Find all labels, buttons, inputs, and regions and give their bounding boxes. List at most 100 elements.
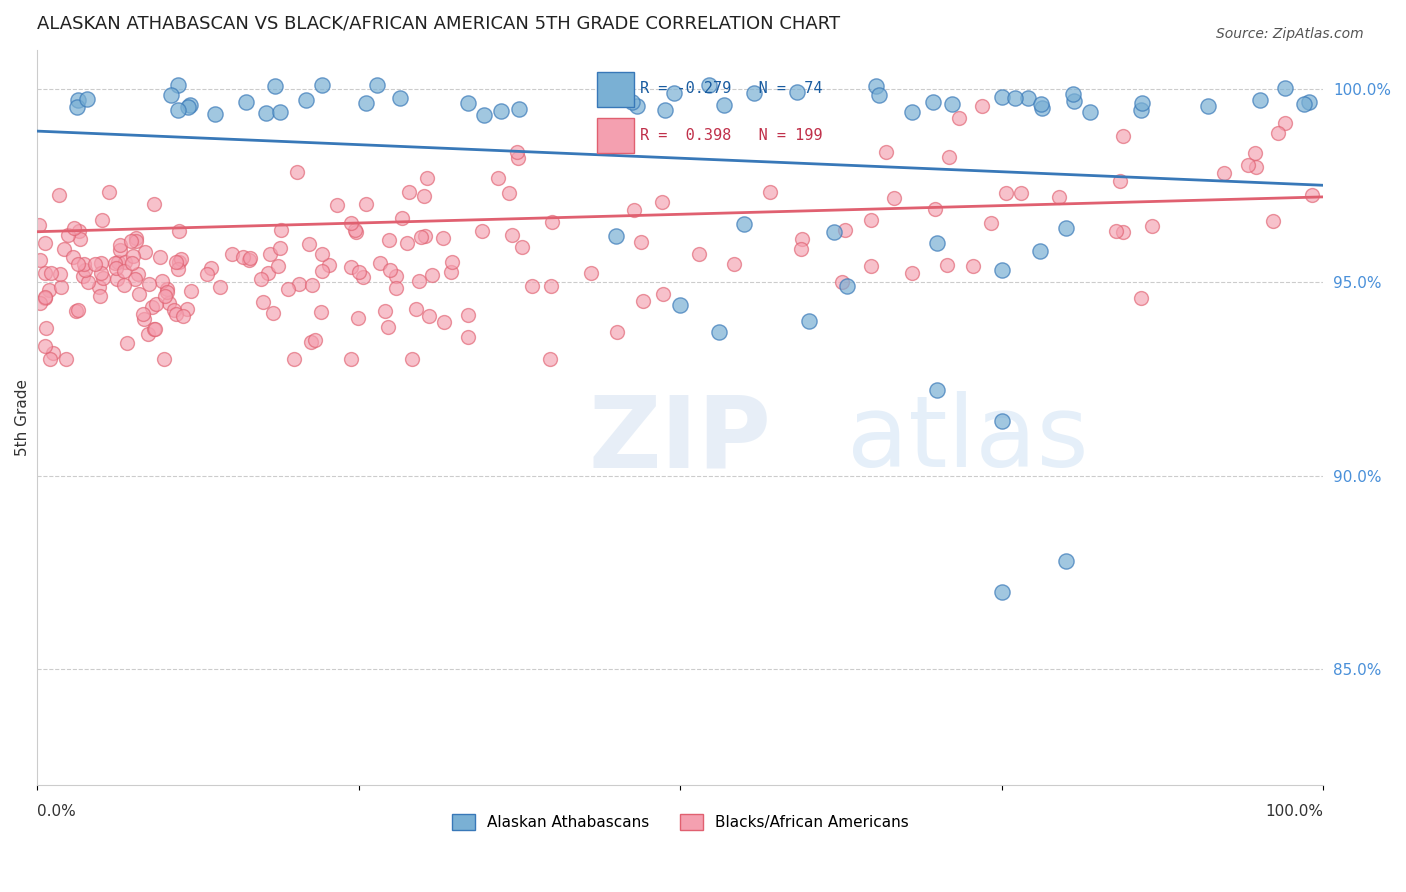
Point xyxy=(606,325,628,339)
Point xyxy=(1274,116,1296,130)
Point xyxy=(723,257,745,271)
Point xyxy=(143,322,166,336)
Point xyxy=(378,263,401,277)
Bar xyxy=(596,119,634,153)
Point xyxy=(167,78,190,92)
Point xyxy=(343,223,366,237)
Point xyxy=(134,312,156,326)
Point xyxy=(440,255,463,269)
Point xyxy=(1063,94,1085,108)
Point xyxy=(252,294,274,309)
Text: R =  0.398   N = 199: R = 0.398 N = 199 xyxy=(640,128,823,143)
Point xyxy=(1111,226,1133,240)
Point xyxy=(472,108,495,122)
Point xyxy=(162,303,184,318)
Point xyxy=(654,103,676,117)
Point xyxy=(136,327,159,342)
Point xyxy=(263,79,285,94)
Point xyxy=(366,78,388,92)
Point xyxy=(34,289,56,303)
Point xyxy=(125,231,148,245)
Point xyxy=(288,277,311,291)
Point xyxy=(1105,224,1128,238)
Point xyxy=(346,310,368,325)
Point xyxy=(508,102,530,116)
Point xyxy=(938,151,960,165)
Point xyxy=(498,186,520,200)
Point xyxy=(42,346,65,360)
Point xyxy=(167,224,190,238)
Point xyxy=(1292,97,1315,112)
Point xyxy=(1004,91,1026,105)
Point xyxy=(900,265,922,279)
Text: ZIP: ZIP xyxy=(589,391,772,488)
Point xyxy=(522,278,544,293)
Point xyxy=(651,195,673,210)
Point xyxy=(413,229,436,244)
Point xyxy=(128,287,150,301)
Point xyxy=(1212,166,1234,180)
Point xyxy=(169,255,191,269)
Point xyxy=(991,90,1014,104)
Point xyxy=(97,185,120,199)
Point xyxy=(1078,104,1101,119)
Point xyxy=(159,88,181,103)
Point xyxy=(180,285,202,299)
Point xyxy=(1243,146,1265,161)
Point xyxy=(699,78,721,92)
Point xyxy=(1031,101,1053,115)
Point xyxy=(540,278,562,293)
Point xyxy=(326,198,349,212)
Point xyxy=(1130,95,1153,110)
Point xyxy=(318,259,340,273)
Point xyxy=(311,78,333,92)
Point xyxy=(1130,292,1153,306)
Point xyxy=(1249,94,1271,108)
Point xyxy=(605,228,627,243)
Point xyxy=(1197,99,1219,113)
Point xyxy=(374,304,396,318)
Point xyxy=(89,289,111,303)
Point xyxy=(49,267,72,281)
Point xyxy=(143,197,166,211)
Point xyxy=(195,267,218,281)
Point xyxy=(824,225,846,239)
Point xyxy=(30,296,52,310)
Point xyxy=(432,231,454,245)
Point xyxy=(1029,244,1052,258)
Point xyxy=(416,171,439,186)
Point xyxy=(277,282,299,296)
Point xyxy=(340,216,363,230)
Point xyxy=(156,282,179,296)
Point xyxy=(69,232,91,246)
Point xyxy=(1244,160,1267,174)
Point xyxy=(105,261,128,276)
Point xyxy=(112,264,135,278)
Point xyxy=(121,249,143,263)
Point xyxy=(457,330,479,344)
Point xyxy=(405,301,427,316)
Point xyxy=(141,300,163,314)
Point xyxy=(786,85,808,99)
Point xyxy=(860,212,883,227)
Point xyxy=(792,232,814,246)
Point xyxy=(115,335,138,350)
Point xyxy=(457,96,479,111)
Point xyxy=(1298,95,1320,109)
Point xyxy=(157,296,180,310)
Point xyxy=(512,240,534,254)
Legend: Alaskan Athabascans, Blacks/African Americans: Alaskan Athabascans, Blacks/African Amer… xyxy=(446,808,915,837)
Point xyxy=(165,255,187,269)
Point xyxy=(630,235,652,249)
Point xyxy=(150,274,173,288)
Point xyxy=(1047,190,1070,204)
Point xyxy=(990,584,1012,599)
Point xyxy=(962,259,984,273)
Point xyxy=(631,294,654,309)
Point xyxy=(883,191,905,205)
Point xyxy=(713,98,735,112)
Point xyxy=(868,88,890,103)
Point xyxy=(73,262,96,277)
Point xyxy=(396,236,419,251)
Point xyxy=(56,227,79,242)
